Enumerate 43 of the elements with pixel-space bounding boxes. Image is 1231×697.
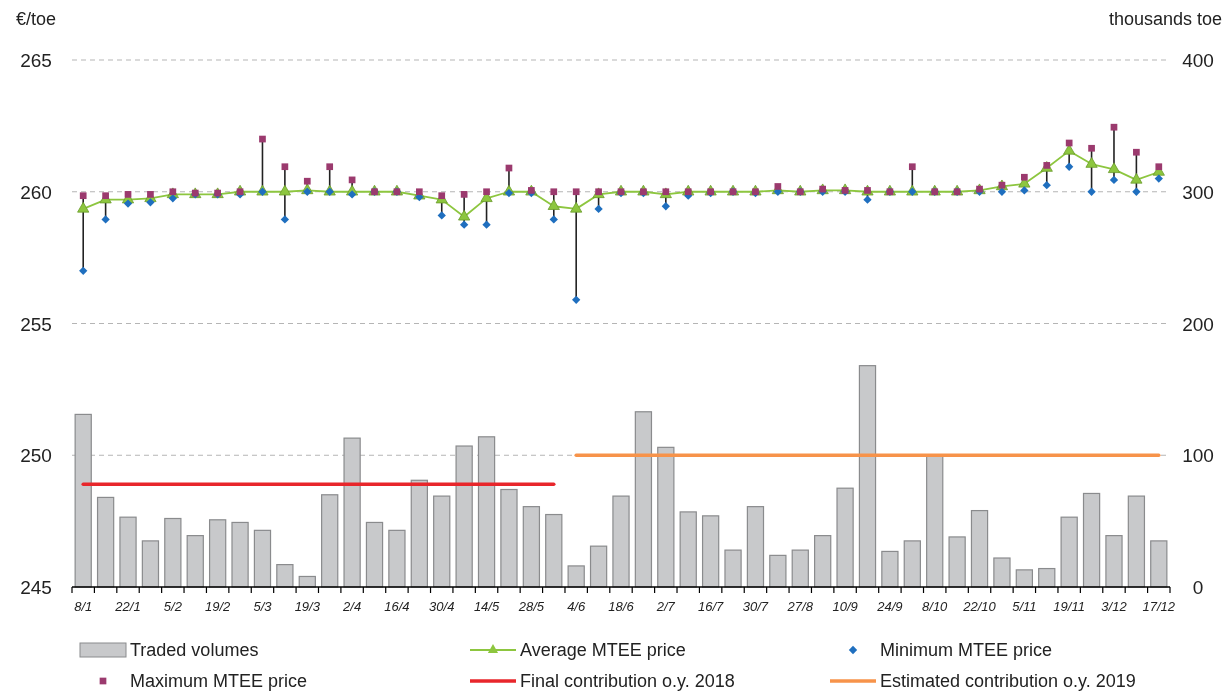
legend-label: Traded volumes — [130, 640, 259, 660]
y2-tick-label: 400 — [1182, 50, 1214, 71]
y2-tick-label: 0 — [1192, 577, 1204, 598]
y-axis-title: €/toe — [16, 9, 57, 29]
x-tick-label: 8/1 — [74, 599, 93, 614]
legend-label: Maximum MTEE price — [130, 671, 308, 691]
x-tick-label: 2/7 — [655, 599, 676, 614]
x-tick-label: 14/5 — [473, 599, 500, 614]
x-tick-label: 5/3 — [253, 599, 273, 614]
x-tick-label: 17/12 — [1142, 599, 1176, 614]
x-tick-label: 16/4 — [384, 599, 410, 614]
y2-tick-label: 300 — [1182, 181, 1214, 203]
x-tick-label: 18/6 — [608, 599, 635, 614]
y2-tick-label: 100 — [1182, 445, 1214, 467]
x-tick-label: 19/2 — [205, 599, 232, 614]
x-tick-label: 28/5 — [517, 599, 545, 614]
x-tick-label: 16/7 — [697, 599, 725, 614]
x-tick-label: 19/3 — [294, 599, 321, 614]
x-tick-label: 2/4 — [342, 599, 362, 614]
legend-label: Minimum MTEE price — [880, 640, 1053, 660]
y2-tick-label: 200 — [1182, 313, 1214, 335]
x-tick-label: 30/4 — [429, 599, 455, 614]
y2-axis-title: thousands toe — [1108, 9, 1222, 29]
x-tick-label: 30/7 — [742, 599, 769, 614]
x-tick-label: 5/11 — [1012, 599, 1037, 614]
y-tick-label: 250 — [20, 445, 52, 467]
x-tick-label: 8/10 — [922, 599, 949, 614]
y-tick-label: 260 — [20, 181, 52, 203]
x-tick-label: 3/12 — [1101, 599, 1128, 614]
x-tick-label: 5/2 — [163, 599, 183, 614]
x-tick-label: 4/6 — [567, 599, 586, 614]
legend-label: Final contribution o.y. 2018 — [520, 671, 735, 691]
legend-label: Average MTEE price — [520, 640, 686, 660]
x-tick-label: 10/9 — [832, 599, 858, 614]
y-tick-label: 265 — [20, 50, 52, 71]
legend-label: Estimated contribution o.y. 2019 — [880, 671, 1136, 691]
x-tick-label: 22/1 — [114, 599, 141, 614]
x-tick-label: 27/8 — [786, 599, 814, 614]
x-tick-label: 22/10 — [962, 599, 997, 614]
y-tick-label: 255 — [20, 313, 52, 335]
y-tick-label: 245 — [20, 577, 52, 598]
x-tick-label: 19/11 — [1053, 599, 1085, 614]
x-tick-label: 24/9 — [876, 599, 903, 614]
